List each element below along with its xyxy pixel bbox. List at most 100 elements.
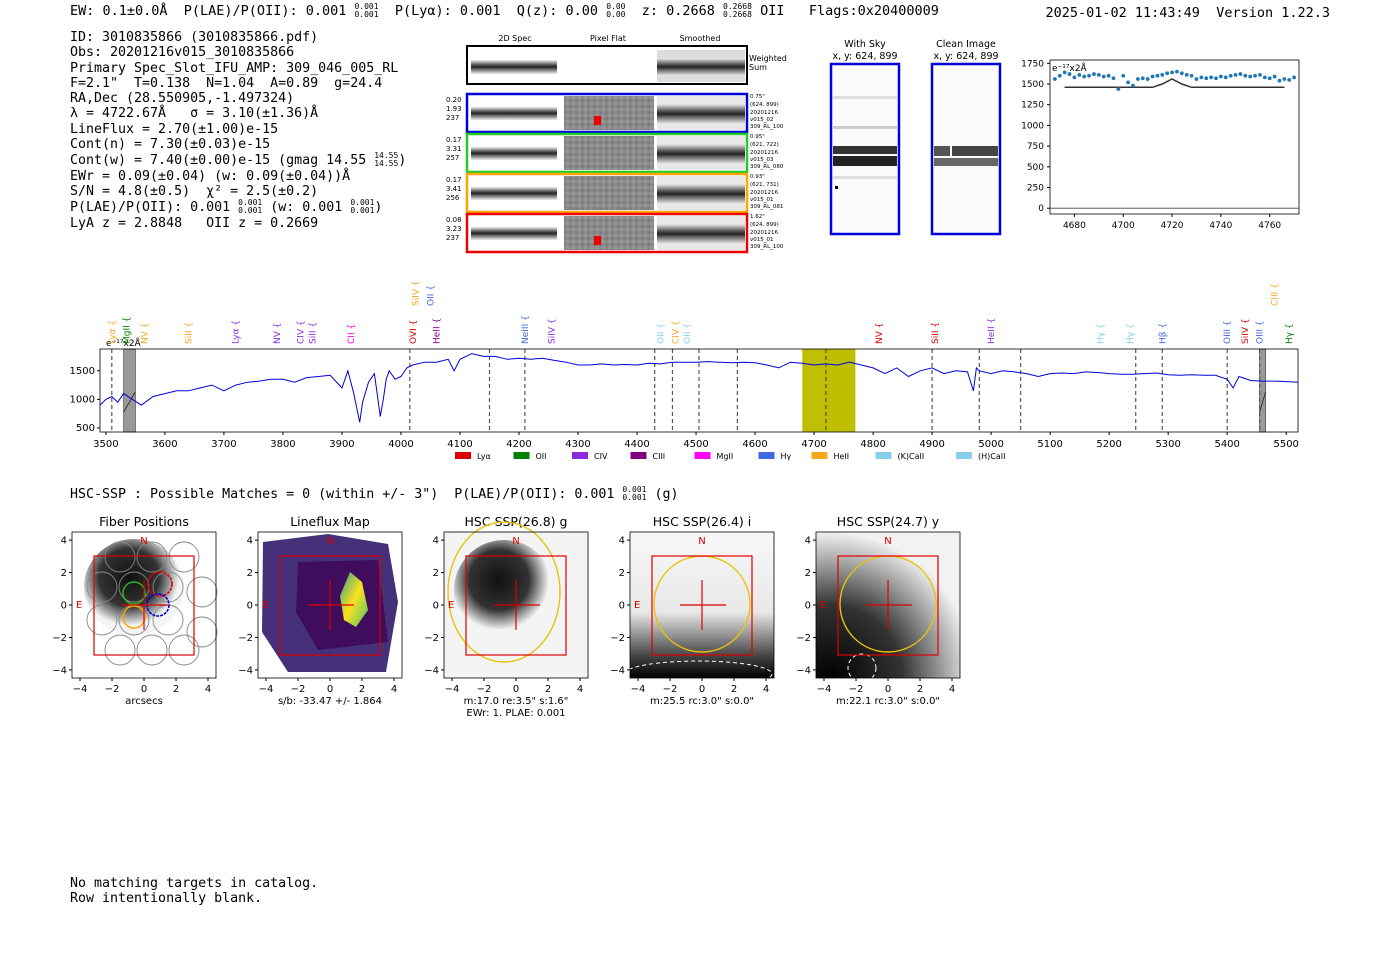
frac-sub: 0.001 <box>622 493 647 502</box>
emission-line-label: SiII { <box>185 322 195 344</box>
y-tick-label: 500 <box>1027 163 1044 173</box>
x-tick-label: 4 <box>763 684 769 695</box>
x-tick-label: 4680 <box>1063 221 1086 230</box>
header-flags: Flags:0x20400009 <box>808 3 939 19</box>
x-tick-label: 0 <box>141 684 147 695</box>
zoom-axes-frame <box>1049 59 1300 215</box>
cutout-flat <box>564 136 654 170</box>
line-label-text: CII { <box>347 324 357 344</box>
cutout-left-label: 256 <box>446 194 460 202</box>
legend-label: CIV <box>594 452 608 461</box>
emission-line-label: NV { <box>875 323 885 344</box>
fiber-circle <box>104 634 136 666</box>
hsc-band: (g) <box>654 487 679 502</box>
emission-line-label: Lyα { <box>232 320 242 344</box>
y-tick-label: 2 <box>247 568 253 579</box>
sum-label: Sum <box>749 63 767 72</box>
legend-swatch <box>956 452 972 459</box>
col-pixel-flat: Pixel Flat <box>590 34 626 43</box>
cutout-left-label: 1.93 <box>446 105 462 113</box>
weighted-label: Weighted <box>749 54 787 63</box>
y-tick-label: 1500 <box>70 366 95 377</box>
info-sn: S/N = 4.8(±0.5) χ² = 2.5(±0.2) <box>70 183 319 199</box>
line-label-text: OIII { <box>1223 320 1233 344</box>
y-tick-label: −2 <box>238 633 253 644</box>
thumbnail-panel: HSC SSP(26.8) g N E −4 −4 −2 −2 0 0 2 2 4 4 m:17.0 re… <box>424 514 589 719</box>
info-contw: Cont(w) = 7.40(±0.00)e-15 (gmag 14.55 14… <box>70 151 407 169</box>
x-tick-label: 2 <box>173 684 179 695</box>
frac-sub: 0.001 <box>354 10 379 19</box>
emission-line-label: OII { <box>683 323 693 344</box>
cutout-left-label: 0.17 <box>446 176 462 184</box>
data-point <box>1106 73 1111 78</box>
data-point <box>1214 76 1218 81</box>
data-point <box>1292 75 1297 80</box>
thumbnail-panel: HSC SSP(26.4) i N E −4 −4 −2 −2 0 0 2 2 4 4 m:25.5 rc… <box>610 514 775 707</box>
x-tick-label: −4 <box>445 684 460 695</box>
x-tick-label: 4300 <box>565 439 590 450</box>
data-point <box>1170 70 1174 75</box>
plae-w-text: (w: 0.001 <box>270 200 343 216</box>
hatch-stroke <box>1259 391 1266 413</box>
x-tick-label: 0 <box>699 684 705 695</box>
data-point <box>1067 72 1072 76</box>
frac-sub: 0.001 <box>238 206 263 216</box>
cutout-left-label: 0.17 <box>446 136 462 144</box>
plae-text: P(LAE)/P(OII): 0.001 <box>70 200 231 216</box>
header-qz-frac: 0.00 0.00 <box>606 3 625 19</box>
y-tick-label: 0 <box>433 601 439 612</box>
x-tick-label: 5400 <box>1214 439 1239 450</box>
hsc-text: HSC-SSP : Possible Matches = 0 (within +… <box>70 487 615 502</box>
legend-swatch <box>758 452 775 459</box>
x-tick-label: 4700 <box>801 439 826 450</box>
x-tick-label: −2 <box>849 684 864 695</box>
thumbnail-caption: m:22.1 rc:3.0" s:0.0" <box>836 696 940 707</box>
data-point <box>1126 80 1131 85</box>
emission-line-label: OVI { <box>409 320 419 344</box>
with-sky-image <box>829 62 901 236</box>
cutout-2d <box>471 147 557 160</box>
y-tick-label: 4 <box>247 536 253 547</box>
data-point <box>1258 73 1262 77</box>
y-tick-label: 500 <box>76 423 95 434</box>
line-label-text: NV { <box>875 323 885 344</box>
legend-label: (H)CaII <box>978 452 1005 461</box>
source-blob <box>84 539 184 635</box>
thumbnail-panel: Lineflux Map N E −4 −4 −2 −2 0 0 2 2 4 4 s/b: -33.47 … <box>238 514 403 707</box>
info-contn: Cont(n) = 7.30(±0.03)e-15 <box>70 137 271 153</box>
x-tick-label: 3900 <box>329 439 354 450</box>
aperture-ellipse <box>447 521 561 663</box>
cutout-right-label: (624, 899) <box>750 222 779 228</box>
emission-line-label: CII { <box>347 324 357 344</box>
y-tick-label: 1250 <box>1021 101 1044 111</box>
thumbnail-caption: arcsecs <box>125 696 163 707</box>
info-primary: Primary Spec_Slot_IFU_AMP: 309_046_005_R… <box>70 60 399 76</box>
data-point <box>1150 74 1155 79</box>
frac-sup: 0.00 <box>606 2 626 11</box>
data-point <box>1267 76 1272 81</box>
y-tick-label: 250 <box>1027 184 1044 194</box>
x-tick-label: −2 <box>291 684 306 695</box>
cutout-right-label: 20201216 <box>750 150 778 156</box>
data-point <box>1287 77 1292 82</box>
thumbnail-panel: Fiber Positions N E −4 −4 −2 −2 0 0 2 2 4 4 arcsecs <box>52 514 218 707</box>
fiber-circle <box>86 571 118 603</box>
line-label-text: NeIII { <box>521 315 531 344</box>
data-point <box>1116 87 1121 91</box>
emission-line-label: CIII { <box>1270 283 1280 306</box>
y-tick-label: 750 <box>1027 142 1044 152</box>
east-label: E <box>76 600 82 611</box>
fiber-green <box>122 581 146 605</box>
y-tick-label: −4 <box>796 665 811 676</box>
y-tick-label: 4 <box>61 536 67 547</box>
y-tick-label: 4 <box>805 536 811 547</box>
data-point <box>1155 73 1160 78</box>
cutout-left-label: 3.31 <box>446 145 462 153</box>
line-label-text: CIV { <box>297 320 307 344</box>
data-point <box>1184 73 1189 77</box>
fiber-circle <box>186 576 218 608</box>
emission-line-label: CIV { <box>671 320 681 344</box>
header-summary: EW: 0.1±0.0Å P(LAE)/P(OII): 0.001 0.001 0… <box>70 3 939 20</box>
